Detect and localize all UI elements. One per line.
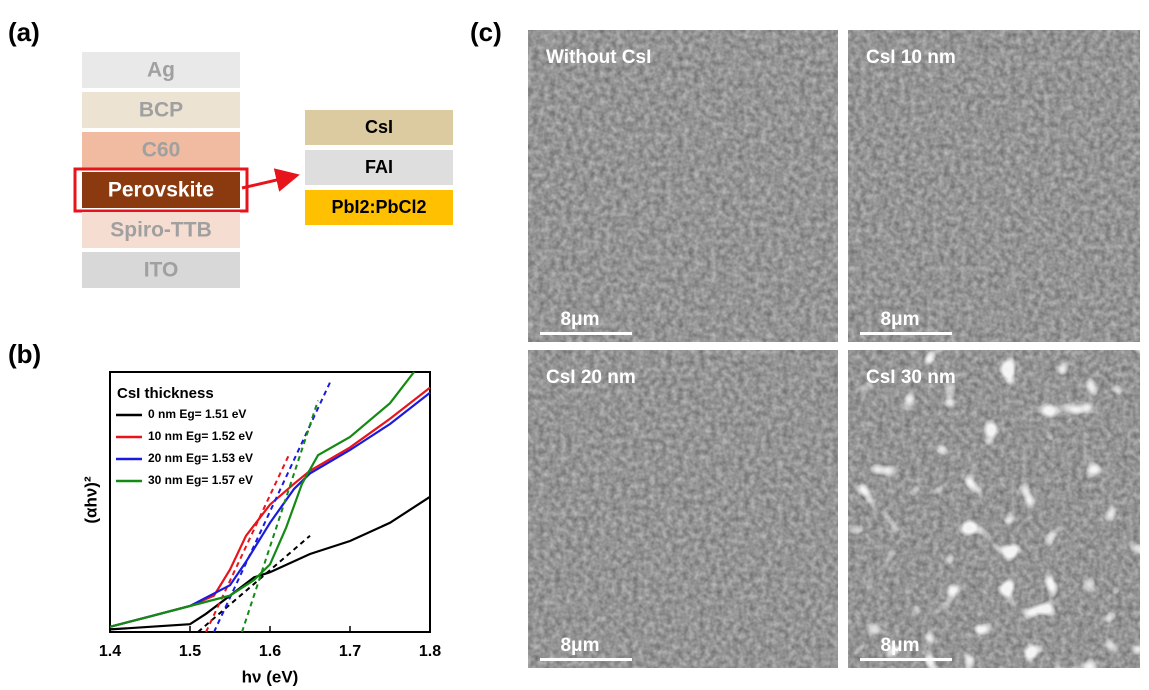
x-tick-label: 1.8: [419, 643, 441, 660]
curve: [109, 391, 431, 628]
image-label: CsI 20 nm: [546, 367, 636, 388]
scale-bar: [860, 332, 952, 335]
panel-label: (b): [8, 339, 41, 369]
curve: [109, 386, 431, 628]
layer-label: ITO: [144, 259, 179, 282]
fit-line: [197, 535, 311, 633]
sublayer: [305, 110, 453, 145]
layer-label: C60: [142, 139, 181, 162]
layer-label: BCP: [139, 99, 183, 122]
x-tick-label: 1.6: [259, 643, 281, 660]
sublayer-label: CsI: [365, 117, 393, 137]
scale-bar: [540, 332, 632, 335]
curve: [109, 495, 431, 631]
sublayer: [305, 190, 453, 225]
layer: [82, 212, 240, 248]
scale-bar-label: 8μm: [560, 635, 599, 656]
scale-bar-label: 8μm: [560, 309, 599, 330]
curve: [109, 371, 415, 628]
layer: [82, 132, 240, 168]
sublayer-label: PbI2:PbCl2: [331, 197, 426, 217]
legend-label: 20 nm Eg= 1.53 eV: [148, 451, 253, 465]
legend-label: 0 nm Eg= 1.51 eV: [148, 407, 246, 421]
scale-bar-label: 8μm: [880, 309, 919, 330]
sem-image: [528, 30, 838, 342]
x-tick-label: 1.5: [179, 643, 201, 660]
x-axis-label: hν (eV): [242, 667, 299, 686]
sublayer: [305, 150, 453, 185]
layer-label: Spiro-TTB: [110, 219, 211, 242]
layer: [82, 252, 240, 288]
layer: [82, 172, 240, 208]
layer: [82, 92, 240, 128]
sem-image: [528, 350, 838, 668]
x-tick-label: 1.7: [339, 643, 361, 660]
y-axis-label: (αhν)²: [81, 476, 100, 524]
scale-bar-label: 8μm: [880, 635, 919, 656]
scale-bar: [540, 658, 632, 661]
layer-label: Ag: [147, 59, 175, 82]
fit-line: [205, 452, 291, 633]
legend-label: 10 nm Eg= 1.52 eV: [148, 429, 253, 443]
layer: [82, 52, 240, 88]
image-label: Without CsI: [546, 47, 651, 68]
sublayer-label: FAI: [365, 157, 393, 177]
image-label: CsI 10 nm: [866, 47, 956, 68]
arrow: [241, 168, 300, 192]
panel-label: (a): [8, 17, 40, 47]
panel-label: (c): [470, 17, 502, 47]
scale-bar: [860, 658, 952, 661]
image-label: CsI 30 nm: [866, 367, 956, 388]
sem-image: [848, 30, 1140, 342]
legend-label: 30 nm Eg= 1.57 eV: [148, 473, 253, 487]
sem-grains: [848, 350, 1140, 668]
highlight-box: [73, 167, 249, 213]
fit-line: [241, 400, 319, 633]
legend-title: CsI thickness: [117, 385, 214, 402]
layer-label: Perovskite: [108, 179, 214, 202]
x-tick-label: 1.4: [99, 643, 121, 660]
